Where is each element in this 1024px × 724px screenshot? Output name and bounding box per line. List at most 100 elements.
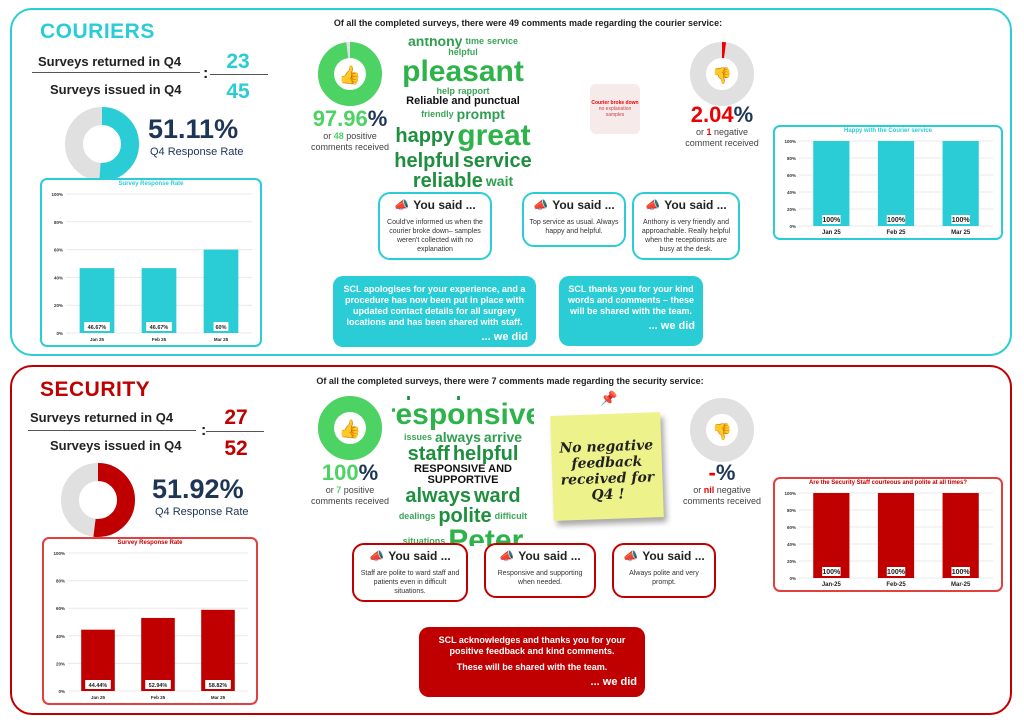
divider (32, 72, 200, 73)
y-tick-label: 40% (787, 542, 796, 547)
couriers-returned-count: 23 (226, 50, 250, 73)
y-tick-label: 20% (54, 303, 63, 308)
couriers-headline: Of all the completed surveys, there were… (333, 18, 723, 28)
cloud-phrase: Reliable and punctual (406, 95, 520, 107)
cloud-word: help (436, 86, 455, 96)
x-tick-label: Mar 25 (951, 230, 971, 236)
y-tick-label: 20% (787, 559, 796, 564)
security-positive-caption: or 7 positive comments received (310, 485, 390, 506)
security-issued-label: Surveys issued in Q4 (50, 438, 182, 453)
chart-title: Survey Response Rate (118, 181, 184, 187)
security-response-donut (61, 463, 135, 537)
couriers-response-donut (65, 107, 139, 181)
security-you-said-2: 📣 You said ... Responsive and supporting w… (484, 543, 596, 598)
security-headline: Of all the completed surveys, there were… (316, 376, 704, 386)
megaphone-icon: 📣 (645, 198, 661, 212)
security-reply: SCL acknowledges and thanks you for your… (419, 627, 645, 697)
cloud-word: wait (485, 173, 514, 188)
cloud-word: pleasant (402, 55, 524, 88)
megaphone-icon: 📣 (369, 549, 385, 563)
couriers-panel (10, 8, 1012, 356)
data-label: 100% (822, 569, 841, 576)
bar (813, 141, 850, 226)
chart-title: Survey Response Rate (117, 540, 183, 546)
cloud-word: friendly (421, 108, 454, 119)
y-tick-label: 60% (787, 525, 796, 530)
divider (210, 74, 268, 75)
security-you-said-1: 📣 You said ... Staff are polite to ward st… (352, 543, 468, 602)
security-response-label: Q4 Response Rate (155, 506, 249, 518)
data-label: 44.44% (89, 683, 108, 689)
megaphone-icon: 📣 (533, 198, 549, 212)
x-tick-label: Mar 25 (214, 337, 229, 342)
cloud-word: rapport (458, 86, 490, 96)
bar (201, 609, 235, 691)
data-label-bg (951, 567, 970, 576)
y-tick-label: 20% (56, 661, 65, 666)
y-tick-label: 0% (789, 576, 796, 581)
data-label-bg (205, 680, 231, 689)
data-label-bg (145, 680, 171, 689)
x-tick-label: Jan 25 (822, 230, 841, 236)
y-tick-label: 40% (56, 634, 65, 639)
bar (877, 493, 915, 578)
security-response-rate: 51.92% (152, 474, 244, 504)
y-tick-label: 0% (789, 224, 796, 229)
bar (877, 141, 915, 226)
thumbs-down-icon: 👎 (712, 423, 732, 441)
divider (206, 431, 264, 432)
x-tick-label: Feb-25 (886, 582, 906, 588)
security-negative-caption: or nil negative comments received (682, 485, 762, 506)
bar (813, 493, 850, 578)
data-label: 58.82% (209, 683, 228, 689)
cloud-word: prompt (406, 396, 475, 400)
couriers-negative-caption: or 1 negative comment received (685, 127, 759, 148)
couriers-response-chart: Survey Response Rate 0% 20% 40% 60% 80% 100% 46… (40, 178, 262, 347)
cloud-word: difficult (494, 510, 528, 521)
security-title: SECURITY (40, 378, 151, 401)
cloud-word: service (486, 38, 518, 46)
x-tick-label: Jan 25 (91, 695, 106, 700)
couriers-positive-pct: 97.96% (312, 106, 388, 131)
data-label: 52.94% (149, 683, 168, 689)
megaphone-icon: 📣 (499, 549, 515, 563)
x-tick-label: Feb 25 (152, 337, 167, 342)
cloud-word: reliable (412, 170, 483, 188)
y-tick-label: 60% (56, 606, 65, 611)
couriers-happy-chart: Happy with the Courier service 0% 20% 40% 60… (773, 125, 1003, 240)
data-label-bg (822, 215, 841, 224)
data-label: 100% (887, 569, 906, 576)
security-returned-label: Surveys returned in Q4 (30, 410, 174, 425)
cloud-word: situations (402, 535, 446, 546)
thumbs-down-icon: 👎 (712, 67, 732, 85)
couriers-negative-pct: 2.04% (690, 102, 754, 127)
x-tick-label: Jan 25 (90, 337, 105, 342)
cloud-word: arrive (483, 429, 523, 445)
couriers-issued-label: Surveys issued in Q4 (50, 82, 182, 97)
cloud-word: polite (438, 505, 492, 527)
data-label: 46.67% (150, 325, 169, 331)
cloud-word: helpful (452, 443, 519, 465)
chart-title: Happy with the Courier service (843, 128, 933, 134)
y-tick-label: 40% (787, 190, 796, 195)
cloud-phrase: RESPONSIVE AND SUPPORTIVE (413, 463, 512, 486)
couriers-word-cloud: alwayspoliterapportgreatnicepolitealways… (392, 38, 534, 188)
x-tick-label: Feb 25 (886, 230, 906, 236)
data-label-bg (822, 567, 841, 576)
thumbs-up-icon: 👍 (339, 64, 361, 85)
x-tick-label: Mar-25 (951, 582, 971, 588)
couriers-negative-donut: 👎 (690, 42, 754, 106)
divider (28, 430, 196, 431)
y-tick-label: 60% (54, 248, 63, 253)
security-courteous-chart: Are the Security Staff courteous and pol… (773, 477, 1003, 592)
we-did-sign: ... we did (590, 676, 637, 688)
cloud-word: happy (395, 125, 455, 147)
cloud-word: helpful (448, 47, 478, 57)
chart-title: Are the Security Staff courteous and pol… (808, 480, 968, 486)
security-word-cloud: issuesquicksupportivepromptsituationsres… (392, 396, 534, 546)
cloud-word: helpful (394, 150, 460, 172)
couriers-you-said-2: 📣 You said ... Top service as usual. Alway… (522, 192, 626, 247)
couriers-issued-count: 45 (226, 80, 250, 103)
y-tick-label: 100% (784, 139, 796, 144)
data-label-bg (84, 322, 110, 331)
